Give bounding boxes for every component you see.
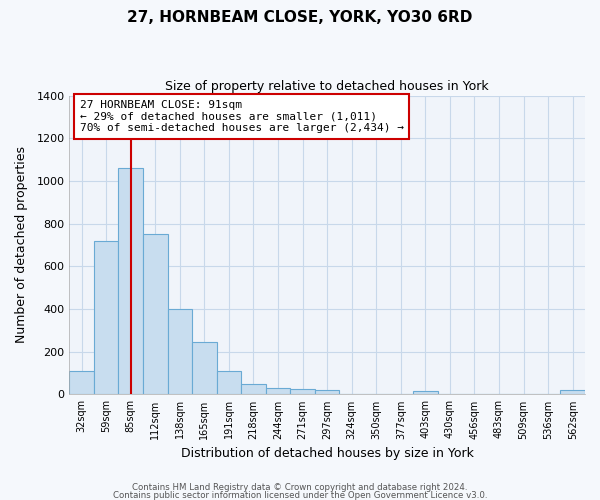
Bar	[167, 309, 192, 394]
Bar	[290, 389, 315, 394]
Bar	[70, 371, 94, 394]
Bar	[315, 390, 340, 394]
Bar	[192, 342, 217, 394]
Bar	[217, 371, 241, 394]
Title: Size of property relative to detached houses in York: Size of property relative to detached ho…	[166, 80, 489, 93]
Y-axis label: Number of detached properties: Number of detached properties	[15, 146, 28, 344]
Bar	[560, 390, 585, 394]
Text: Contains HM Land Registry data © Crown copyright and database right 2024.: Contains HM Land Registry data © Crown c…	[132, 484, 468, 492]
Bar	[266, 388, 290, 394]
Bar	[118, 168, 143, 394]
Bar	[413, 391, 437, 394]
Text: 27 HORNBEAM CLOSE: 91sqm
← 29% of detached houses are smaller (1,011)
70% of sem: 27 HORNBEAM CLOSE: 91sqm ← 29% of detach…	[80, 100, 404, 133]
X-axis label: Distribution of detached houses by size in York: Distribution of detached houses by size …	[181, 447, 473, 460]
Bar	[143, 234, 167, 394]
Text: 27, HORNBEAM CLOSE, YORK, YO30 6RD: 27, HORNBEAM CLOSE, YORK, YO30 6RD	[127, 10, 473, 25]
Bar	[241, 384, 266, 394]
Bar	[94, 240, 118, 394]
Text: Contains public sector information licensed under the Open Government Licence v3: Contains public sector information licen…	[113, 490, 487, 500]
